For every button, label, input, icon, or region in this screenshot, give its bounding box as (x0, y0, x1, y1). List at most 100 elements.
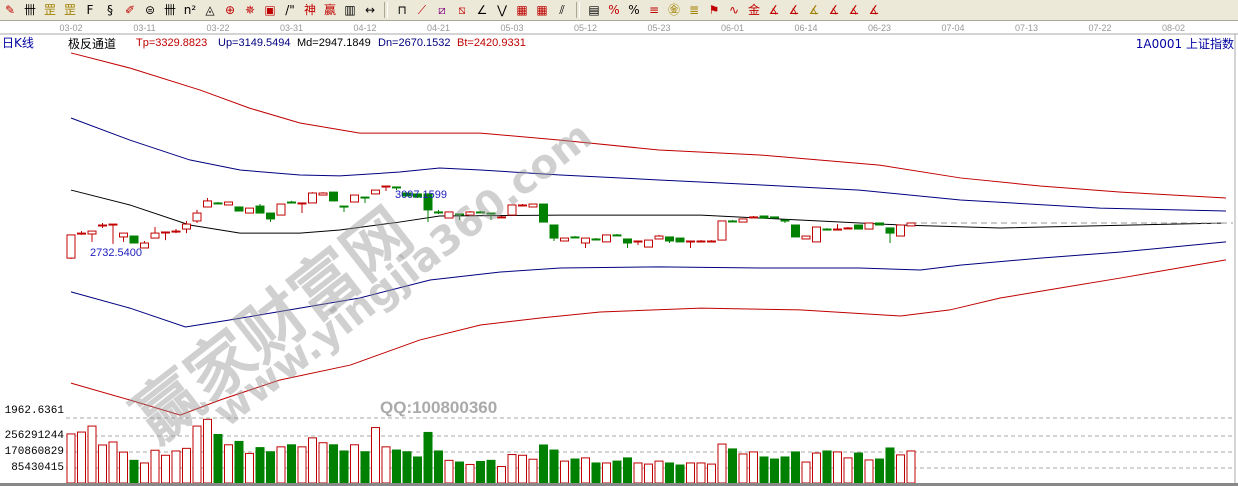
shen-icon[interactable]: 神 (303, 3, 316, 17)
fib-grid-icon[interactable]: F (86, 3, 94, 17)
candle (644, 239, 653, 248)
candle (423, 193, 433, 223)
percent-line-icon[interactable]: % (608, 3, 620, 17)
date-tick-label: 03-22 (206, 23, 230, 33)
candle (371, 189, 380, 195)
candle-body (885, 227, 895, 234)
gold-grid-icon[interactable]: 罡 (43, 3, 56, 17)
target-icon[interactable]: ⊕ (224, 3, 236, 17)
candle (329, 191, 338, 202)
grid-box-icon[interactable]: ▦ (516, 3, 528, 17)
frame-icon[interactable]: ⊓ (397, 3, 407, 17)
candle-body (108, 223, 118, 226)
candle (560, 237, 569, 242)
candle-body (728, 220, 737, 223)
pencil-icon[interactable]: ✎ (4, 3, 16, 17)
candle (339, 205, 349, 212)
indicator-name: 极反通道 (68, 37, 117, 51)
candle (150, 227, 160, 239)
candle (749, 215, 758, 219)
pen-ruler-icon[interactable]: ✐ (124, 3, 136, 17)
wave-icon[interactable]: ∿ (728, 3, 740, 17)
radar-icon[interactable]: ✵ (244, 3, 256, 17)
candle-body (402, 192, 412, 197)
volume-bar (738, 453, 748, 484)
volume-bar (644, 463, 653, 484)
date-tick-label: 04-12 (353, 23, 377, 33)
circle-grid-icon[interactable]: ⊜ (144, 3, 156, 17)
volume-bar (224, 444, 233, 484)
percent-levels-icon[interactable]: ≡ (648, 3, 660, 17)
volume-bar (675, 464, 685, 484)
percent-icon[interactable]: % (628, 3, 640, 17)
grid-lines-icon[interactable]: 卌 (163, 3, 176, 17)
triangle-icon[interactable]: ◬ (205, 3, 215, 17)
j-angle-icon[interactable]: ∡ (768, 3, 780, 17)
date-tick-label: 06-14 (794, 23, 818, 33)
angle-icon[interactable]: ∠ (476, 3, 488, 17)
square-target-icon[interactable]: ▣ (264, 3, 276, 17)
candle (287, 200, 296, 204)
volume-bar (308, 437, 317, 484)
candle (675, 237, 685, 243)
zigzag-icon[interactable]: ⋁ (497, 3, 507, 17)
f-angle-icon[interactable]: ∡ (788, 3, 800, 17)
candle-body (812, 226, 821, 243)
box-fan-2-icon[interactable]: ⧅ (458, 3, 466, 17)
indicator-param: Up=3149.5494 (218, 37, 291, 49)
period-label[interactable]: 日K线 (2, 36, 34, 50)
volume-bar (276, 446, 286, 484)
gold-levels-icon[interactable]: ≣ (688, 3, 700, 17)
volume-bar (896, 454, 905, 484)
measure-icon[interactable]: ↔ (364, 3, 376, 17)
parallel-lines-icon[interactable]: ⫽ (559, 3, 565, 17)
fan-icon[interactable]: ⟋ (417, 3, 427, 17)
wei-angle-icon[interactable]: ∡ (828, 3, 840, 17)
volume-bar (770, 458, 779, 484)
n-squared-icon[interactable]: n² (183, 3, 197, 17)
candle-body (518, 204, 527, 207)
ying-icon[interactable]: 赢 (323, 3, 336, 17)
date-tick-label: 07-22 (1088, 23, 1112, 33)
candle-body (654, 235, 664, 240)
volume-bar (528, 458, 538, 484)
volume-bar (686, 462, 695, 484)
watermark-qq: QQ:100800360 (380, 398, 498, 417)
candle (434, 209, 443, 214)
gold-angle-icon[interactable]: ∡ (808, 3, 820, 17)
candle (780, 219, 790, 223)
candle (297, 202, 307, 214)
candle (255, 204, 265, 214)
box-fan-icon[interactable]: ⧄ (438, 3, 446, 17)
candle (455, 213, 464, 221)
gold-icon[interactable]: 金 (747, 3, 760, 17)
candle (612, 234, 622, 237)
volume-bar (833, 451, 842, 484)
candle-body (455, 213, 464, 216)
candle-body (864, 222, 874, 230)
candle (276, 203, 286, 216)
toolbar-separator (384, 2, 388, 18)
candle-body (476, 211, 485, 214)
spiral-icon[interactable]: § (107, 3, 113, 17)
candle (770, 216, 779, 219)
date-tick-label: 05-12 (573, 23, 598, 33)
candle (833, 224, 842, 231)
low-price-label: 2732.5400 (90, 247, 142, 259)
si-angle-icon[interactable]: ∡ (868, 3, 880, 17)
gann-line-icon[interactable]: /" (285, 3, 295, 17)
candle-body (602, 234, 611, 243)
candle-body (413, 193, 422, 198)
flag-icon[interactable]: ⚑ (708, 3, 720, 17)
grid-icon[interactable]: 卌 (23, 3, 36, 17)
volume-bar (455, 461, 464, 484)
gold-circle-icon[interactable]: ㊎ (667, 3, 680, 17)
bars-icon[interactable]: ▥ (344, 3, 356, 17)
volume-bar (402, 451, 412, 484)
gold-grid-2-icon[interactable]: 罡 (63, 3, 76, 17)
volume-bar (465, 463, 475, 484)
candle-body (77, 232, 86, 235)
grid-box-2-icon[interactable]: ▦ (536, 3, 548, 17)
ying-angle-icon[interactable]: ∡ (848, 3, 860, 17)
table-icon[interactable]: ▤ (588, 3, 600, 17)
